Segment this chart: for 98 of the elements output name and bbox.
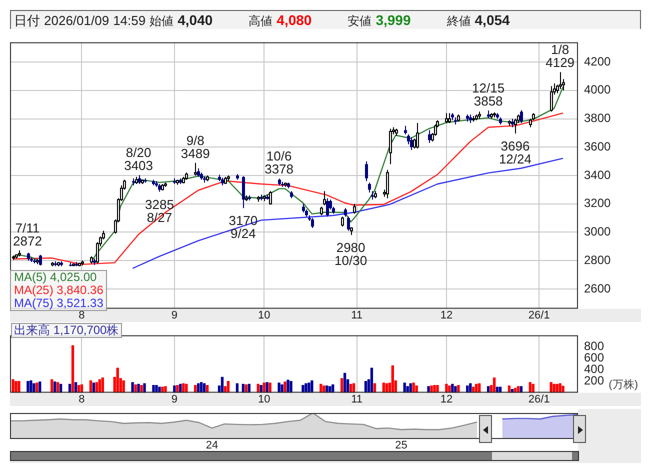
- x-tick-label: 26/1: [528, 393, 550, 406]
- y-tick-label: 200: [584, 374, 604, 388]
- bar: [143, 383, 146, 393]
- x-tick-label: 10: [258, 309, 270, 322]
- y-tick-label: 4200: [584, 54, 612, 68]
- candlestick: [410, 136, 413, 150]
- bar: [558, 383, 562, 393]
- bar: [308, 382, 310, 393]
- bar: [18, 380, 20, 393]
- bar: [310, 380, 314, 393]
- bar: [562, 386, 564, 393]
- chart-title: 出来高 1,170,700株: [11, 323, 122, 338]
- series-label: MA(5) 4,025.00: [14, 270, 98, 284]
- candlestick: [311, 218, 314, 228]
- bar: [433, 384, 436, 393]
- candlestick: [368, 182, 371, 194]
- bar: [278, 382, 280, 393]
- candlestick: [39, 254, 42, 266]
- bar: [134, 384, 137, 393]
- x-tick-label: 9: [171, 309, 178, 322]
- bar: [280, 384, 284, 393]
- y-tick-label: 3200: [584, 196, 612, 210]
- candlestick: [347, 216, 350, 232]
- bar: [391, 365, 394, 393]
- bar: [284, 382, 286, 393]
- series-label: MA(25) 3,840.36: [14, 283, 104, 297]
- bar: [430, 386, 433, 393]
- text: MA(75) 3,521.33: [14, 296, 104, 310]
- bar: [164, 386, 167, 393]
- bar: [556, 384, 558, 393]
- y-tick-label: 3800: [584, 111, 612, 126]
- candlestick: [242, 176, 245, 209]
- x-tick-label: 12: [440, 309, 453, 322]
- x-tick-label: 8: [78, 393, 85, 406]
- y-tick-label: 800: [584, 339, 604, 354]
- bar: [370, 368, 374, 393]
- bar: [71, 345, 74, 393]
- x-tick-label: 11: [351, 393, 362, 406]
- bar: [30, 380, 32, 393]
- bar: [26, 380, 30, 393]
- bar: [302, 384, 304, 393]
- x-tick-label: 11: [351, 309, 362, 322]
- bar: [50, 379, 54, 393]
- bar: [457, 384, 460, 393]
- y-tick-label: 600: [584, 350, 604, 365]
- chart-title: 日付 2026/01/09 14:59 始値 4,040 高値 4,080 安値 3,999 終値 4,054: [14, 12, 510, 28]
- annotation: 2980 10/30: [334, 240, 368, 268]
- bar: [131, 382, 134, 393]
- annotation: 10/6 3378: [264, 148, 294, 177]
- y-tick-label: 4000: [584, 82, 612, 97]
- x-tick-label: 9: [171, 393, 178, 406]
- bar: [454, 386, 457, 393]
- bar: [343, 372, 346, 393]
- y-tick-label: 2600: [584, 281, 612, 296]
- annotation: 3170 9/24: [228, 213, 258, 242]
- annotation: 7/11 2872: [13, 220, 42, 248]
- bar: [161, 386, 164, 393]
- bar: [158, 386, 161, 393]
- bar: [451, 384, 454, 393]
- bar: [286, 380, 290, 393]
- candlestick: [365, 160, 368, 182]
- y-axis-title: (万株): [608, 378, 638, 392]
- bar: [116, 368, 119, 393]
- bar: [140, 384, 143, 393]
- bar: [304, 383, 308, 393]
- y-tick-label: 400: [584, 362, 604, 376]
- x-tick-label: 24: [206, 440, 218, 452]
- y-tick-label: 3400: [584, 168, 612, 182]
- bar: [412, 382, 415, 393]
- bar: [14, 380, 18, 393]
- annotation: 3696 12/24: [498, 138, 532, 167]
- x-tick-label: 25: [395, 440, 408, 452]
- annotation: 9/8 3489: [180, 132, 210, 161]
- x-tick-label: 10: [258, 393, 270, 406]
- candlestick: [520, 110, 523, 124]
- bar: [448, 386, 451, 393]
- y-tick-label: 3600: [584, 139, 612, 154]
- x-tick-label: 26/1: [528, 309, 550, 322]
- bar: [415, 386, 418, 393]
- x-tick-label: 12: [440, 393, 453, 406]
- annotation: 12/15 3858: [472, 80, 505, 109]
- bar: [290, 380, 292, 393]
- bar: [173, 386, 176, 393]
- y-tick-label: 3000: [584, 224, 612, 239]
- bar: [152, 384, 155, 393]
- candlestick: [428, 130, 431, 144]
- bar: [155, 384, 158, 393]
- bar: [445, 384, 448, 393]
- bar: [427, 386, 430, 393]
- bar: [98, 379, 102, 393]
- annotation: 1/8 4129: [546, 42, 575, 70]
- y-tick-label: 2800: [584, 252, 612, 267]
- bar: [137, 384, 140, 393]
- x-tick-label: 8: [78, 309, 85, 322]
- candlestick: [326, 198, 329, 218]
- bar: [436, 384, 439, 393]
- bar: [12, 379, 14, 393]
- annotation: 8/20 3403: [124, 145, 154, 174]
